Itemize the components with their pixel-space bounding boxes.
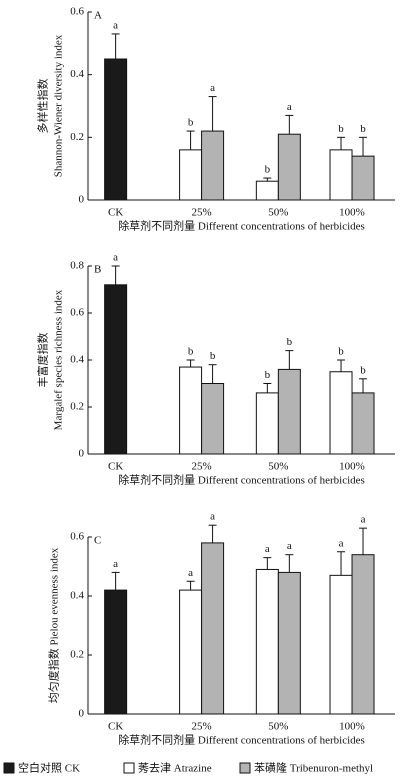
- significance-letter: b: [210, 350, 216, 362]
- y-axis-label: 均匀度指数 Pielou evenness index: [47, 547, 61, 703]
- x-tick-label: 50%: [268, 721, 288, 733]
- significance-letter: a: [113, 19, 118, 31]
- x-tick-label: 25%: [192, 207, 212, 219]
- significance-letter: a: [361, 514, 366, 526]
- significance-letter: b: [265, 369, 271, 381]
- y-tick-label: 0.8: [70, 260, 84, 272]
- legend-swatch: [3, 762, 15, 774]
- bar: [201, 383, 225, 455]
- bar: [277, 133, 301, 201]
- y-tick-label: 0.2: [70, 649, 84, 661]
- bar: [277, 571, 301, 715]
- y-tick-label: 0.4: [70, 68, 84, 80]
- legend-swatch: [239, 762, 251, 774]
- bar: [329, 149, 353, 201]
- legend-label: 莠去津 Atrazine: [138, 762, 212, 775]
- bar: [179, 149, 203, 201]
- bar: [351, 155, 375, 201]
- bar: [351, 554, 375, 715]
- bar: [351, 392, 375, 455]
- panel-label: C: [94, 535, 101, 547]
- significance-letter: b: [188, 117, 194, 129]
- x-axis-label: 除草剂不同剂量 Different concentrations of herb…: [118, 219, 365, 233]
- significance-letter: b: [188, 346, 194, 358]
- bar: [277, 368, 301, 455]
- bar: [201, 130, 225, 201]
- x-tick-label: 25%: [192, 461, 212, 473]
- y-tick-label: 0.4: [70, 590, 84, 602]
- bar: [104, 58, 128, 201]
- legend-label: 空白对照 CK: [18, 761, 80, 775]
- significance-letter: b: [265, 164, 271, 176]
- significance-letter: a: [113, 252, 118, 264]
- bar: [179, 589, 203, 715]
- bar: [329, 574, 353, 715]
- bar: [255, 180, 279, 201]
- significance-letter: b: [360, 123, 366, 135]
- x-tick-label: 50%: [268, 461, 288, 473]
- significance-letter: a: [210, 511, 215, 523]
- x-tick-label: 100%: [339, 207, 365, 219]
- y-tick-label: 0.6: [70, 6, 84, 18]
- bar: [104, 589, 128, 715]
- bar: [104, 284, 128, 455]
- significance-letter: b: [338, 346, 344, 358]
- significance-letter: a: [287, 540, 292, 552]
- significance-letter: a: [210, 82, 215, 94]
- y-axis-label: Margalef species richness index: [53, 289, 65, 430]
- y-tick-label: 0: [79, 194, 85, 206]
- x-tick-label: CK: [108, 721, 123, 733]
- panel-label: B: [94, 264, 101, 276]
- x-axis-label: 除草剂不同剂量 Different concentrations of herb…: [118, 473, 365, 487]
- x-tick-label: 100%: [339, 721, 365, 733]
- y-tick-label: 0.6: [70, 531, 84, 543]
- significance-letter: a: [113, 558, 118, 570]
- x-axis-label: 除草剂不同剂量 Different concentrations of herb…: [118, 733, 365, 747]
- significance-letter: a: [188, 567, 193, 579]
- x-tick-label: 50%: [268, 207, 288, 219]
- significance-letter: a: [265, 543, 270, 555]
- x-tick-label: 25%: [192, 721, 212, 733]
- legend-label: 苯磺隆 Tribenuron-methyl: [254, 761, 373, 775]
- significance-letter: b: [360, 364, 366, 376]
- y-tick-label: 0.2: [70, 401, 84, 413]
- bar: [179, 366, 203, 455]
- x-tick-label: CK: [108, 461, 123, 473]
- legend-swatch: [123, 762, 135, 774]
- bar: [201, 542, 225, 715]
- significance-letter: a: [339, 537, 344, 549]
- significance-letter: a: [287, 101, 292, 113]
- bar: [255, 392, 279, 455]
- panel-label: A: [94, 10, 102, 22]
- y-axis-label: 丰富度指数: [36, 333, 50, 388]
- y-axis-label: Shannon-Wiener diversity index: [53, 34, 65, 177]
- y-tick-label: 0.6: [70, 307, 84, 319]
- x-tick-label: CK: [108, 207, 123, 219]
- bar: [329, 371, 353, 455]
- x-tick-label: 100%: [339, 461, 365, 473]
- y-tick-label: 0.2: [70, 131, 84, 143]
- y-axis-label: 多样性指数: [36, 79, 50, 134]
- y-tick-label: 0: [79, 708, 85, 720]
- bar: [255, 568, 279, 715]
- significance-letter: b: [338, 123, 344, 135]
- y-tick-label: 0: [79, 448, 85, 460]
- y-tick-label: 0.4: [70, 354, 84, 366]
- significance-letter: b: [287, 336, 293, 348]
